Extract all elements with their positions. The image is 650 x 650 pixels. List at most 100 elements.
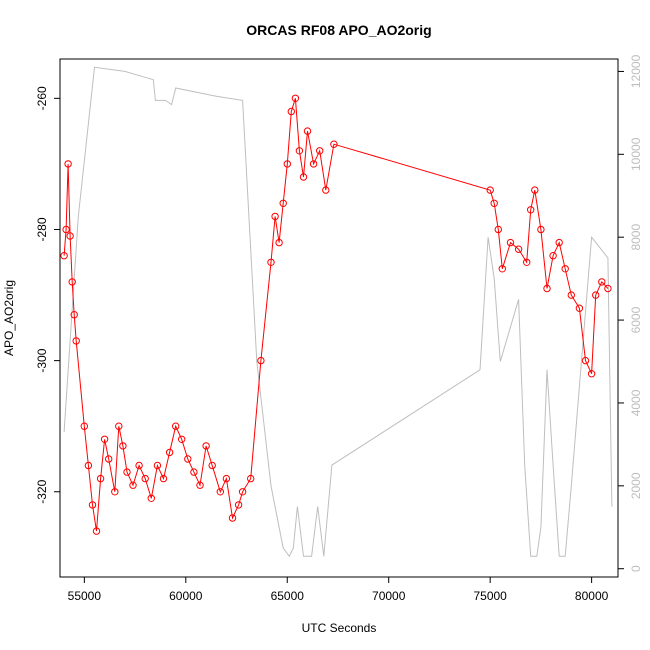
red-series-point — [486, 186, 494, 194]
red-series-point — [165, 448, 174, 457]
red-series-point — [527, 206, 535, 214]
left-axis-tick-label: -320 — [35, 479, 49, 503]
red-series-point — [267, 258, 275, 266]
red-series-point — [70, 311, 78, 319]
red-series-point — [514, 245, 523, 253]
red-series-point — [531, 186, 539, 194]
red-series-point — [172, 422, 180, 430]
red-series-line — [63, 98, 609, 532]
red-series-point — [196, 481, 204, 489]
right-axis: 0 2000 4000 6000 8000 10000 12000 — [618, 54, 643, 572]
red-series-point — [287, 107, 295, 116]
x-axis-tick-label: 75000 — [473, 589, 507, 603]
chart-title: ORCAS RF08 APO_AO2orig — [246, 22, 431, 38]
red-series-point — [498, 265, 506, 273]
red-series-point — [238, 488, 247, 496]
red-series-point — [299, 173, 308, 181]
red-series-point — [88, 501, 97, 509]
red-series-point — [549, 252, 557, 260]
red-series-point — [567, 291, 575, 299]
red-series-point — [96, 474, 105, 483]
red-series-point — [537, 225, 545, 234]
red-series-point — [129, 481, 137, 489]
red-series-point — [523, 258, 531, 266]
red-series-point — [92, 527, 101, 535]
y-axis-label: APO_AO2orig — [2, 280, 16, 356]
gray-series — [63, 66, 613, 558]
x-axis-tick-label: 80000 — [575, 589, 609, 603]
x-axis-tick-label: 70000 — [372, 589, 406, 603]
x-axis-tick-label: 60000 — [169, 589, 203, 603]
x-axis-tick-label: 65000 — [271, 589, 305, 603]
red-series-point — [309, 160, 318, 168]
red-series-point — [123, 468, 131, 476]
left-axis-tick-label: -280 — [35, 217, 49, 241]
red-series-point — [279, 199, 287, 208]
right-axis-tick-label: 10000 — [629, 137, 643, 171]
red-series-point — [494, 225, 502, 234]
red-series-point — [64, 160, 72, 168]
gray-series-line — [63, 66, 613, 558]
red-series-point — [119, 442, 127, 450]
red-series-point — [490, 199, 498, 208]
red-series-point — [581, 356, 590, 365]
red-series-point — [561, 265, 569, 273]
red-series-point — [275, 238, 283, 247]
red-series — [60, 94, 612, 535]
right-axis-tick-label: 4000 — [629, 389, 643, 416]
red-series-point — [316, 147, 324, 155]
red-series-point — [111, 488, 119, 496]
right-axis-tick-label: 2000 — [629, 472, 643, 499]
left-axis-tick-label: -260 — [35, 86, 49, 110]
red-series-point — [153, 461, 162, 470]
red-series-point — [543, 284, 551, 293]
x-axis-tick-label: 55000 — [68, 589, 102, 603]
red-series-point — [105, 455, 113, 463]
red-series-point — [234, 501, 243, 509]
red-series-point — [216, 488, 225, 496]
right-axis-tick-label: 0 — [629, 565, 643, 572]
red-series-point — [68, 278, 76, 286]
red-series-point — [295, 147, 304, 155]
red-series-point — [604, 284, 612, 293]
red-series-point — [322, 186, 330, 194]
red-series-point — [291, 94, 300, 103]
red-series-point — [575, 304, 584, 312]
red-series-point — [330, 140, 338, 148]
red-series-point — [80, 422, 89, 430]
red-series-point — [135, 461, 143, 470]
left-axis-tick-label: -300 — [35, 348, 49, 372]
red-series-point — [178, 435, 186, 443]
red-series-point — [228, 514, 237, 522]
red-series-point — [208, 461, 216, 470]
red-series-point — [271, 212, 279, 221]
red-series-point — [257, 356, 265, 365]
red-series-point — [147, 494, 156, 502]
red-series-point — [190, 468, 198, 476]
red-series-point — [555, 238, 563, 247]
right-axis-tick-label: 12000 — [629, 54, 643, 88]
red-series-point — [115, 422, 123, 430]
red-series-point — [100, 435, 109, 443]
red-series-point — [222, 474, 231, 483]
red-series-point — [303, 127, 312, 135]
red-series-point — [283, 160, 291, 168]
red-series-point — [84, 461, 93, 470]
plot-frame — [59, 58, 619, 578]
red-series-point — [159, 474, 168, 483]
red-series-point — [587, 370, 596, 378]
red-series-point — [141, 474, 149, 483]
red-series-point — [592, 291, 600, 299]
red-series-point — [506, 238, 515, 247]
red-series-point — [184, 455, 192, 463]
red-series-point — [202, 442, 210, 450]
right-axis-tick-label: 6000 — [629, 306, 643, 333]
red-series-point — [72, 337, 80, 345]
red-series-point — [247, 474, 255, 483]
bottom-axis: 55000 60000 65000 70000 75000 80000 — [68, 577, 609, 603]
right-axis-tick-label: 8000 — [629, 224, 643, 251]
red-series-point — [62, 225, 70, 234]
x-axis-label: UTC Seconds — [302, 621, 377, 635]
red-series-point — [60, 252, 68, 260]
red-series-point — [66, 232, 74, 240]
